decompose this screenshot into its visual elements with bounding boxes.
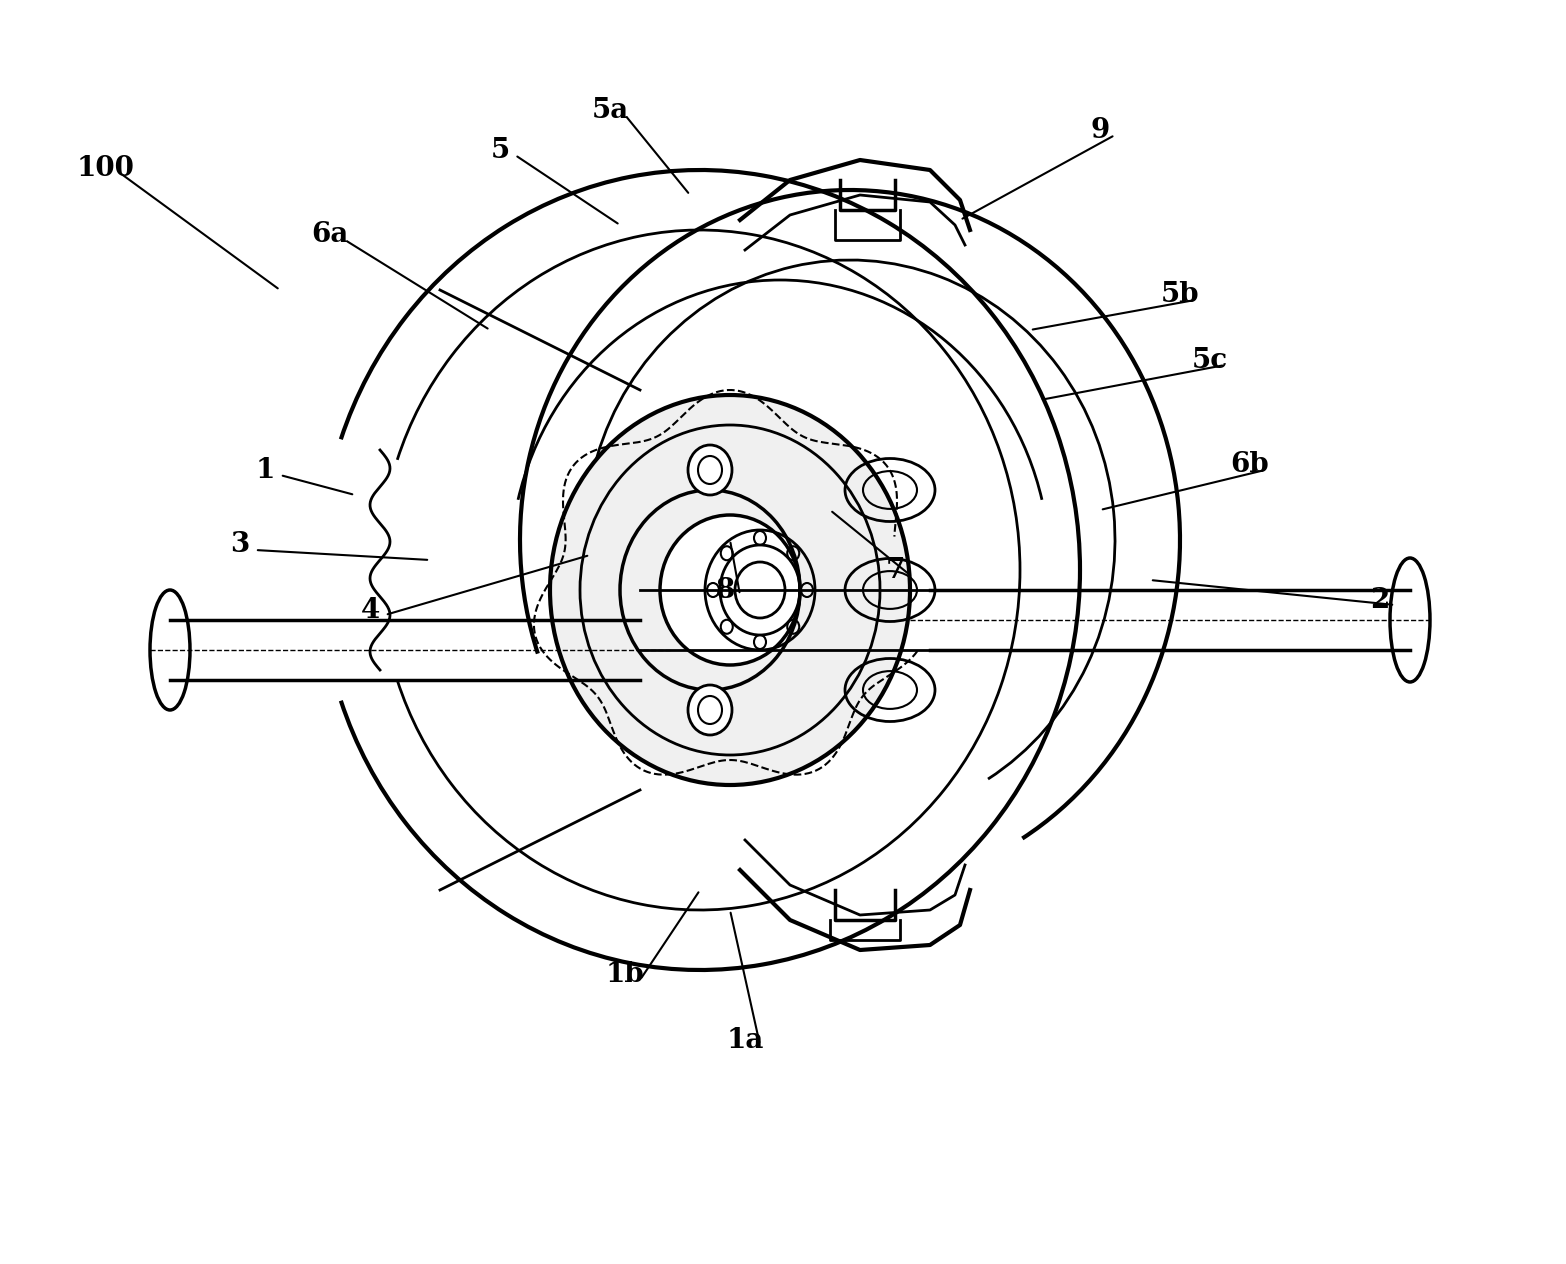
Text: 4: 4 — [360, 597, 379, 623]
Ellipse shape — [687, 445, 731, 495]
Text: 1b: 1b — [606, 962, 644, 988]
Text: 100: 100 — [77, 154, 135, 182]
Text: 3: 3 — [230, 531, 249, 559]
Text: 6a: 6a — [312, 221, 349, 249]
Text: 8: 8 — [716, 576, 734, 603]
Ellipse shape — [687, 685, 731, 734]
Ellipse shape — [550, 394, 910, 785]
Text: 5a: 5a — [592, 96, 628, 124]
Text: 7: 7 — [885, 556, 905, 584]
Ellipse shape — [150, 590, 189, 710]
Text: 5: 5 — [490, 137, 509, 163]
Text: 1a: 1a — [727, 1026, 764, 1053]
Text: 5b: 5b — [1160, 282, 1200, 308]
Ellipse shape — [1391, 557, 1430, 683]
Text: 9: 9 — [1090, 116, 1110, 144]
Text: 5c: 5c — [1192, 346, 1228, 373]
Ellipse shape — [659, 514, 800, 665]
Text: 1: 1 — [255, 456, 274, 484]
Text: 6b: 6b — [1231, 451, 1270, 479]
Text: 2: 2 — [1370, 586, 1389, 613]
